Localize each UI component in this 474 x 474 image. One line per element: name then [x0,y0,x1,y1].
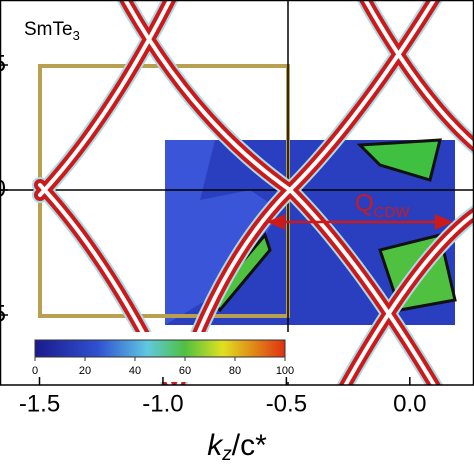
title: SmTe3 [24,19,80,43]
colorbar-tick-label: 0 [32,365,38,377]
colorbar-tick-label: 20 [79,365,91,377]
heatmap-patch [356,138,442,182]
title-bg [20,10,100,48]
colorbar-tick-label: 60 [179,365,191,377]
heatmap-patch [165,140,280,325]
x-tick-label: -0.5 [266,390,307,417]
plot-content: QCDW SmTe3 [0,0,474,385]
colorbar-tick-label: 100 [276,365,294,377]
annotation: QCDW [355,190,410,221]
x-axis-label: kz/c* [207,429,267,465]
x-tick-label: -1.0 [142,390,183,417]
y-tick-label: 5 [0,300,6,327]
colorbar [34,339,286,358]
x-tick-label: -1.5 [19,390,60,417]
colorbar-tick-label: 40 [129,365,141,377]
fermi-surface [32,0,474,385]
y-tick-label: 0 [0,175,6,202]
x-tick-label: 0.0 [393,390,426,417]
y-tick-label: 5 [0,50,6,77]
colorbar-tick-label: 80 [229,365,241,377]
qcdw-arrow [266,214,454,230]
